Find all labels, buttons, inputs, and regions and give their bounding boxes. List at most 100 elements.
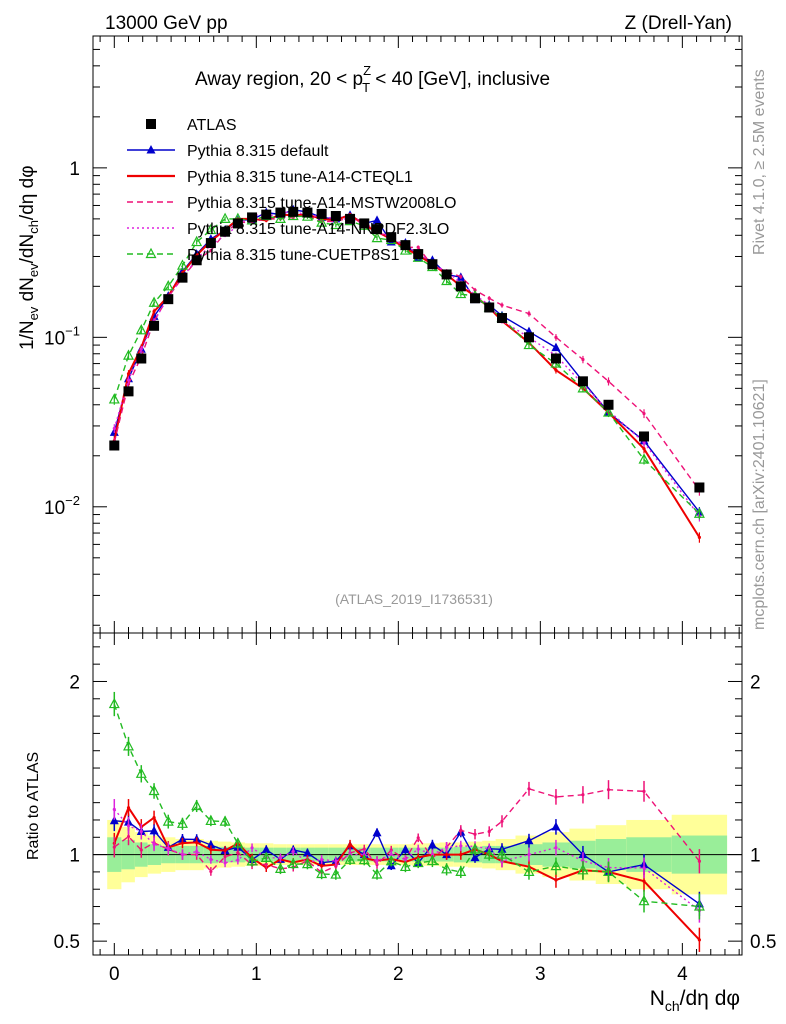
ratio-marker	[126, 824, 131, 828]
ratio-marker	[123, 740, 134, 751]
legend-entry-label: Pythia 8.315 tune-CUETP8S1	[187, 247, 400, 264]
ratio-marker	[358, 853, 370, 865]
y-tick-label: 10−1	[44, 323, 80, 349]
ratio-marker	[372, 827, 382, 837]
ratio-marker	[223, 855, 227, 859]
atlas-data-point	[496, 313, 507, 324]
ratio-marker	[403, 857, 408, 862]
ratio-marker	[371, 868, 383, 879]
ratio-marker	[527, 787, 531, 791]
ratio-marker	[191, 799, 203, 811]
ratio-marker	[389, 848, 393, 852]
ratio-marker	[445, 852, 449, 857]
header-right: Z (Drell-Yan)	[625, 13, 732, 34]
ratio-marker	[278, 856, 283, 860]
legend-entry-label: Pythia 8.315 default	[187, 143, 329, 160]
ylabel-c: /dN	[17, 234, 38, 264]
ratio-marker	[126, 834, 131, 839]
legend: ATLAS Pythia 8.315 default Pythia 8.315 tu…	[127, 117, 456, 264]
main-axis-ticks: 1 10−1 10−2	[44, 35, 742, 633]
ratio-marker	[455, 865, 467, 877]
ratio-marker	[209, 869, 213, 874]
atlas-data-point	[603, 399, 614, 410]
ratio-tick-label-left: 1	[69, 846, 80, 867]
atlas-data-point	[484, 302, 495, 313]
ratio-marker	[416, 836, 420, 840]
ratio-marker	[524, 835, 534, 845]
x-tick-label: 0	[109, 964, 120, 985]
main-marker	[219, 212, 231, 223]
ratio-marker	[219, 815, 231, 826]
main-marker	[108, 393, 120, 404]
atlas-data-point	[109, 440, 120, 451]
ratio-marker	[232, 837, 244, 848]
xlabel-n: N	[650, 987, 665, 1010]
legend-marker	[146, 145, 156, 154]
ratio-marker	[385, 854, 397, 866]
main-marker	[693, 507, 705, 518]
ratio-marker	[426, 854, 438, 866]
ratio-marker	[445, 845, 449, 849]
atlas-data-point	[694, 482, 705, 493]
ratio-marker	[152, 816, 156, 820]
atlas-data-point	[330, 210, 341, 221]
ratio-marker	[112, 845, 116, 849]
ratio-y-label: Ratio to ATLAS	[25, 752, 42, 860]
plot-title: Away region, 20 < pZ T < 40 [GeV], inclus…	[195, 63, 550, 95]
ratio-marker	[550, 859, 562, 871]
ratio-marker	[139, 848, 143, 852]
atlas-data-point	[386, 232, 397, 243]
header-left: 13000 GeV pp	[105, 13, 228, 34]
ratio-marker	[487, 829, 491, 834]
ylabel-a: 1/N	[17, 320, 38, 350]
y-tick-label: 1	[69, 159, 80, 180]
y-tick-label: 10−2	[44, 493, 80, 519]
ratio-marker	[416, 847, 420, 851]
main-marker	[603, 406, 615, 417]
ratio-marker	[330, 868, 342, 879]
main-marker	[148, 296, 160, 307]
ratio-marker	[205, 814, 217, 826]
ratio-marker	[139, 829, 143, 834]
main-marker	[523, 338, 535, 350]
atlas-data-point	[247, 212, 258, 223]
ratio-marker	[470, 852, 480, 862]
legend-marker-atlas	[146, 119, 156, 129]
ratio-marker	[459, 828, 463, 832]
ratio-marker	[135, 767, 147, 778]
ratio-tick-label-right: 2	[750, 672, 761, 693]
ratio-marker	[554, 878, 558, 882]
main-marker	[697, 535, 701, 539]
atlas-data-point	[577, 376, 588, 387]
ratio-marker	[162, 815, 174, 826]
ratio-marker	[459, 844, 463, 848]
ratio-marker	[527, 852, 531, 857]
legend-entry-label: Pythia 8.315 tune-A14-CTEQL1	[187, 169, 413, 186]
ratio-marker	[316, 867, 328, 879]
ratio-marker	[302, 848, 312, 857]
title-part-post: < 40 [GeV], inclusive	[370, 69, 550, 90]
main-marker	[606, 379, 611, 383]
legend-entry-label: Pythia 8.315 tune-A14-NNPDF2.3LO	[187, 221, 449, 238]
atlas-data-point	[470, 293, 481, 304]
main-marker	[274, 212, 286, 223]
ratio-marker	[362, 847, 366, 851]
ratio-marker	[334, 859, 338, 863]
main-marker	[581, 357, 585, 362]
ratio-data-layer	[93, 691, 742, 952]
main-marker	[638, 453, 650, 464]
title-sub: T	[362, 80, 370, 95]
main-marker	[372, 215, 382, 224]
ratio-marker	[180, 841, 185, 845]
ratio-marker	[581, 793, 585, 797]
ratio-marker	[320, 857, 324, 862]
ratio-marker	[496, 848, 508, 859]
atlas-data-point	[413, 249, 424, 260]
ratio-marker	[287, 857, 299, 869]
main-marker	[459, 275, 463, 279]
ratio-marker	[261, 844, 271, 854]
atlas-data-point	[302, 207, 313, 218]
atlas-data-point	[455, 281, 466, 292]
ratio-marker	[166, 846, 170, 851]
ylabel-c-sub: ch	[26, 220, 41, 234]
